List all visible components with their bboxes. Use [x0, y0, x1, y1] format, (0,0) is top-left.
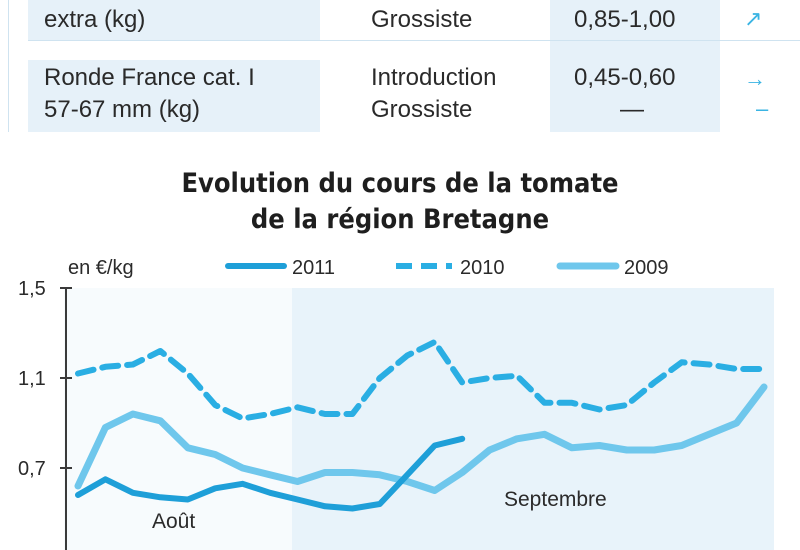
- legend-label-2010: 2010: [460, 257, 505, 279]
- row2-stage-line1: Introduction: [371, 64, 497, 91]
- row2-product-line2: 57-67 mm (kg): [44, 96, 201, 123]
- y-tick-label: 0,7: [18, 458, 46, 480]
- row2-price-line1: 0,45-0,60: [574, 64, 676, 91]
- legend: 2011 2010 2009: [225, 257, 669, 279]
- price-column-shade: [550, 0, 720, 132]
- row1-stage-line2: Grossiste: [371, 6, 473, 33]
- row1-price-line2: 0,85-1,00: [574, 6, 676, 33]
- row2-product-line1: Ronde France cat. I: [44, 64, 255, 91]
- price-table: extra (kg) Grossiste 0,85-1,00 ↗ Ronde F…: [0, 0, 800, 150]
- table-divider: [28, 40, 800, 41]
- series-lines: [74, 339, 768, 512]
- trend-up-icon: ↗: [744, 6, 763, 31]
- y-tick-label: 1,1: [18, 368, 46, 390]
- chart-title-line1: Evolution du cours de la tomate: [181, 168, 619, 199]
- chart-title-line2: de la région Bretagne: [250, 204, 550, 235]
- series-line-2010: [75, 339, 767, 422]
- y-axis: 1,5 1,1 0,7 0,3: [18, 278, 72, 550]
- table-row-shade-1: [28, 0, 320, 40]
- row1-product-line2: extra (kg): [44, 6, 146, 33]
- legend-label-2009: 2009: [624, 257, 669, 279]
- table-row-shade-2: [28, 60, 320, 132]
- table-left-border: [8, 0, 9, 132]
- trend-none-icon: –: [756, 96, 769, 121]
- y-axis-label: en €/kg: [68, 257, 134, 279]
- y-tick-label: 1,5: [18, 278, 46, 300]
- row2-price-line2: —: [620, 96, 644, 123]
- annotation-septembre: Septembre: [504, 488, 607, 511]
- series-line-2009: [74, 383, 768, 494]
- series-line-2011: [75, 435, 466, 512]
- legend-label-2011: 2011: [292, 257, 335, 279]
- trend-flat-icon: →: [744, 66, 766, 91]
- y-tick-label: 0,3: [18, 548, 46, 550]
- annotation-aout: Août: [152, 510, 195, 533]
- row2-stage-line2: Grossiste: [371, 96, 473, 123]
